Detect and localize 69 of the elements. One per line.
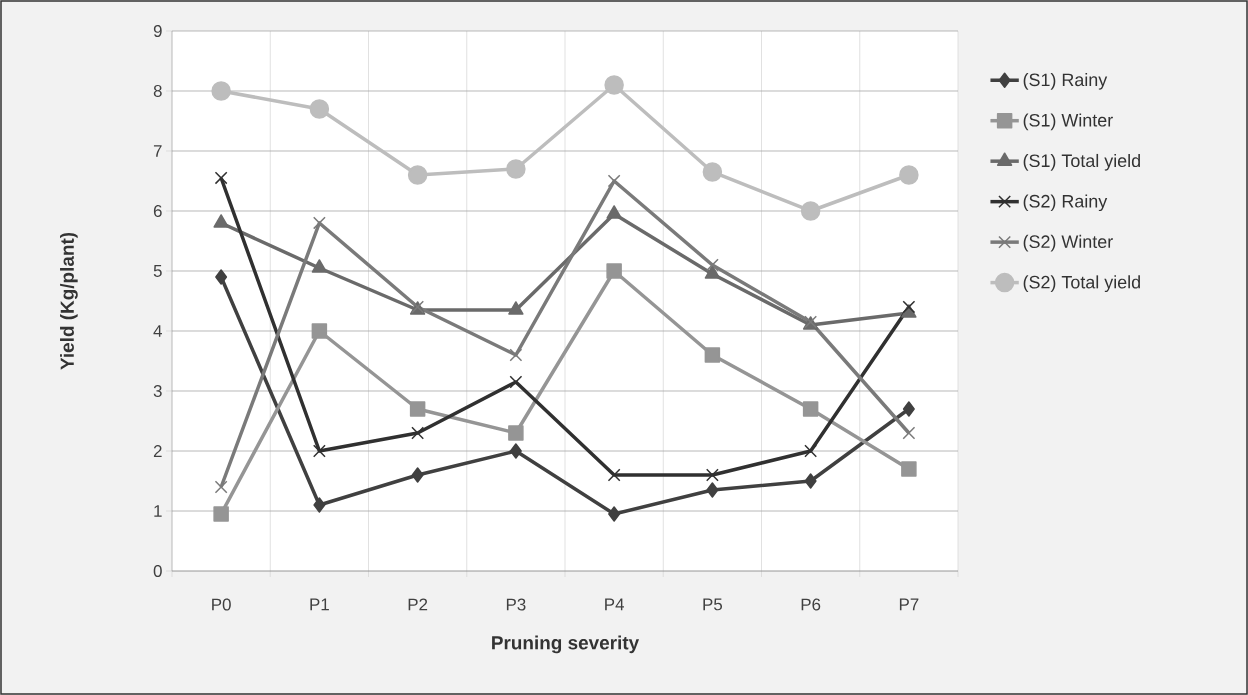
legend-label: (S1) Total yield [1023, 153, 1140, 171]
point [705, 468, 719, 482]
point [800, 201, 821, 221]
y-tick-label: 7 [153, 145, 162, 157]
legend-label: (S2) Total yield [1023, 275, 1140, 293]
legend-label: (S1) Rainy [1023, 72, 1108, 90]
x-tick-label: P4 [605, 598, 624, 611]
point [804, 473, 817, 489]
x-tick-label: P6 [801, 598, 821, 611]
x-axis-title: Pruning severity [492, 635, 640, 654]
y-tick-label: 6 [153, 205, 162, 217]
y-tick-label: 8 [153, 85, 162, 97]
y-tick-label: 2 [153, 445, 162, 457]
point [702, 162, 723, 182]
point [704, 265, 721, 279]
point [508, 425, 524, 441]
point [902, 426, 916, 440]
point [804, 444, 818, 458]
x-tick-label: P1 [310, 598, 329, 611]
point [902, 300, 916, 314]
x-tick-label: P7 [899, 598, 919, 611]
point [901, 461, 917, 477]
point [214, 480, 228, 494]
point [802, 401, 819, 417]
point [311, 323, 328, 339]
point [213, 506, 229, 522]
x-tick-label: P5 [703, 598, 723, 611]
point [411, 467, 424, 483]
point [607, 468, 621, 482]
y-axis-title: Yield (Kg/plant) [60, 232, 78, 370]
point [211, 81, 231, 101]
x-tick-label: P2 [408, 598, 428, 611]
point [509, 443, 522, 459]
point [407, 165, 428, 185]
point [508, 301, 524, 315]
point [606, 205, 622, 219]
y-tick-label: 9 [153, 25, 162, 37]
point [312, 444, 326, 458]
point [606, 263, 622, 279]
point [509, 348, 523, 362]
point [309, 99, 330, 119]
point [215, 269, 228, 285]
point [409, 401, 426, 417]
x-tick-label: P3 [506, 598, 526, 611]
y-tick-label: 0 [153, 565, 162, 577]
legend-label: (S2) Rainy [1023, 194, 1108, 212]
point [311, 259, 328, 273]
point [214, 171, 228, 185]
x-tick-label: P0 [212, 598, 231, 611]
point [213, 214, 229, 228]
legend-label: (S2) Winter [1023, 234, 1113, 252]
point [411, 426, 425, 440]
y-tick-label: 4 [153, 325, 162, 337]
y-tick-label: 1 [154, 505, 162, 517]
point [604, 75, 624, 95]
point [899, 165, 919, 185]
point [902, 401, 915, 417]
point [704, 347, 721, 363]
point [607, 174, 621, 188]
point [312, 216, 326, 230]
y-tick-label: 5 [153, 265, 162, 277]
point [608, 506, 621, 522]
legend-label: (S1) Winter [1023, 113, 1113, 131]
y-tick-label: 3 [153, 385, 162, 397]
point [506, 159, 526, 179]
point [706, 482, 719, 498]
point [313, 497, 326, 513]
point [705, 258, 719, 272]
point [509, 375, 523, 389]
